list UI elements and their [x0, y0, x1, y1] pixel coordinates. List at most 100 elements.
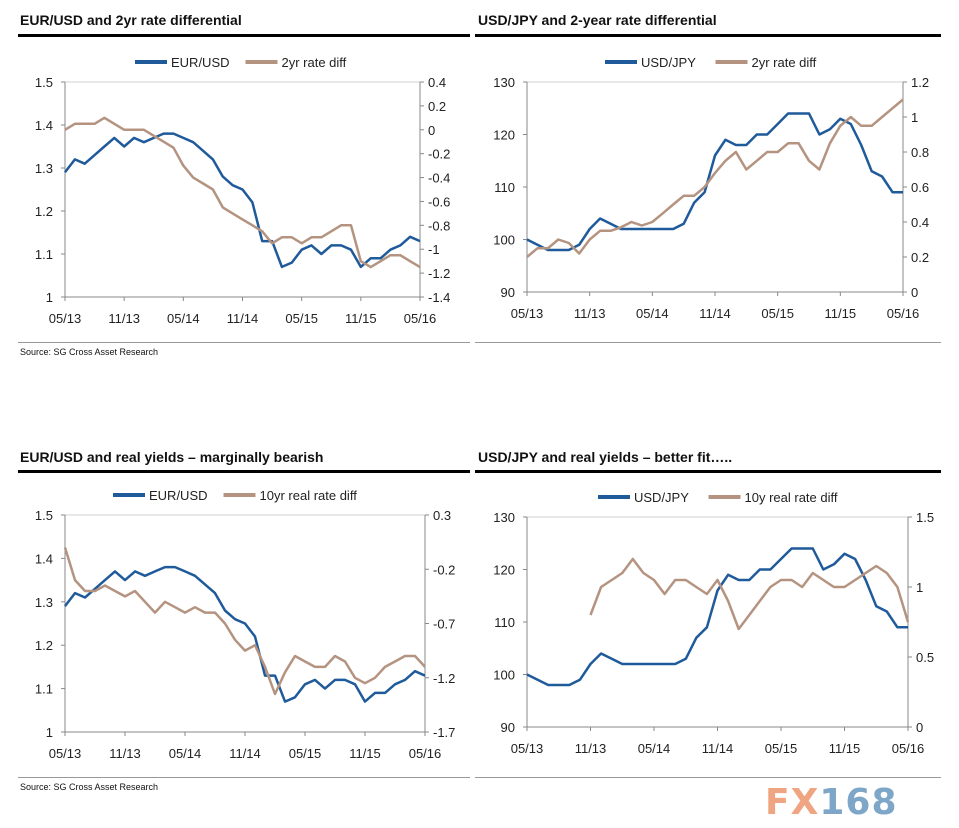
right-tick-label: -0.2 [428, 147, 450, 162]
left-tick-label: 130 [493, 510, 515, 525]
left-tick-label: 100 [493, 233, 515, 248]
divider-4 [475, 777, 941, 778]
right-tick-label: -0.8 [428, 218, 450, 233]
x-tick-label: 11/14 [699, 306, 731, 321]
right-tick-label: -0.2 [433, 562, 455, 577]
x-tick-label: 05/16 [404, 311, 437, 326]
left-tick-label: 1.5 [35, 75, 53, 90]
right-tick-label: -0.7 [433, 617, 455, 632]
title-rule-4 [475, 470, 941, 473]
title-rule-2 [475, 34, 941, 37]
right-tick-label: -1.7 [433, 725, 455, 740]
x-tick-label: 11/15 [349, 746, 381, 761]
chart-title-2: USD/JPY and 2-year rate differential [478, 12, 717, 28]
series-line-10y-real-rate-diff [589, 557, 910, 631]
chart-3: 05/13 11/13 05/14 11/14 05/15 11/15 05/16 1 1.1 1… [35, 488, 455, 761]
left-tick-label: 1.5 [35, 508, 53, 523]
legend-label: USD/JPY [641, 55, 696, 70]
legend-label: EUR/USD [171, 55, 230, 70]
right-tick-label: 0.6 [911, 180, 929, 195]
x-tick-label: 05/13 [49, 746, 82, 761]
plot-area [526, 81, 904, 293]
left-tick-label: 120 [493, 563, 515, 578]
x-tick-label: 05/15 [289, 746, 322, 761]
left-tick-label: 1.1 [35, 682, 53, 697]
x-tick-label: 11/14 [227, 311, 259, 326]
right-tick-label: 0.5 [916, 650, 934, 665]
divider-3 [18, 777, 470, 778]
chart-title-3: EUR/USD and real yields – marginally bea… [20, 449, 324, 465]
right-tick-label: -1.2 [428, 266, 450, 281]
x-tick-label: 05/14 [169, 746, 202, 761]
logo-168: 168 [819, 782, 898, 823]
x-tick-label: 11/13 [574, 306, 606, 321]
chart-title-1: EUR/USD and 2yr rate differential [20, 12, 242, 28]
series-line-10yr-real-rate-diff [63, 547, 426, 696]
left-tick-label: 1.2 [35, 204, 53, 219]
chart-4: 05/13 11/13 05/14 11/14 05/15 11/15 05/1690100… [493, 490, 934, 756]
series-line-usd-jpy [526, 547, 908, 687]
legend-label: 2yr rate diff [752, 55, 817, 70]
x-tick-label: 05/13 [511, 741, 544, 756]
series-line-usd-jpy [526, 112, 903, 252]
left-tick-label: 1 [46, 290, 53, 305]
left-tick-label: 90 [501, 720, 515, 735]
left-tick-label: 1.3 [35, 161, 53, 176]
right-tick-label: 0 [916, 720, 923, 735]
x-tick-label: 05/16 [892, 741, 925, 756]
right-tick-label: 1 [916, 580, 923, 595]
left-tick-label: 110 [494, 615, 515, 630]
right-tick-label: -0.4 [428, 171, 450, 186]
x-tick-label: 05/14 [167, 311, 200, 326]
x-tick-label: 11/15 [345, 311, 377, 326]
right-tick-label: 0.4 [428, 75, 446, 90]
x-tick-label: 05/13 [49, 311, 82, 326]
source-note-1: Source: SG Cross Asset Research [20, 347, 159, 357]
x-tick-label: 05/15 [285, 311, 318, 326]
legend-label: EUR/USD [149, 488, 208, 503]
right-tick-label: 0.2 [428, 99, 446, 114]
title-rule-1 [18, 34, 470, 37]
right-tick-label: -0.6 [428, 194, 450, 209]
left-tick-label: 1.2 [35, 638, 53, 653]
logo-fx: FX [765, 782, 820, 823]
left-tick-label: 90 [501, 285, 515, 300]
chart-2: 05/13 11/13 05/14 11/14 05/15 11/15 05/1690100… [493, 55, 929, 321]
right-tick-label: 0.2 [911, 250, 929, 265]
divider-2 [475, 342, 941, 343]
left-tick-label: 120 [493, 128, 515, 143]
left-tick-label: 130 [493, 75, 515, 90]
left-tick-label: 1.4 [35, 551, 53, 566]
fx168-logo: FX168 [765, 782, 898, 823]
x-tick-label: 05/16 [887, 306, 920, 321]
x-tick-label: 11/14 [229, 746, 261, 761]
x-tick-label: 11/13 [109, 746, 141, 761]
x-tick-label: 05/14 [638, 741, 671, 756]
series-line-2yr-rate-diff [526, 98, 904, 258]
right-tick-label: -1.4 [428, 290, 450, 305]
left-tick-label: 1 [46, 725, 53, 740]
right-tick-label: 0.8 [911, 145, 929, 160]
legend-label: 2yr rate diff [282, 55, 347, 70]
x-tick-label: 05/15 [765, 741, 798, 756]
right-tick-label: 0.3 [433, 508, 451, 523]
left-tick-label: 1.3 [35, 595, 53, 610]
right-tick-label: 0.4 [911, 215, 929, 230]
left-tick-label: 1.4 [35, 118, 53, 133]
right-tick-label: -1 [428, 242, 440, 257]
divider-1 [18, 342, 470, 343]
left-tick-label: 110 [494, 180, 515, 195]
legend-label: USD/JPY [634, 490, 689, 505]
x-tick-label: 05/16 [409, 746, 442, 761]
x-tick-label: 11/15 [825, 306, 857, 321]
series-line-eur-usd [64, 565, 426, 703]
x-tick-label: 05/13 [511, 306, 544, 321]
x-tick-label: 11/13 [108, 311, 140, 326]
title-rule-3 [18, 470, 470, 473]
right-tick-label: 1 [911, 110, 918, 125]
plot-area [526, 516, 909, 728]
right-tick-label: 1.5 [916, 510, 934, 525]
right-tick-label: -1.2 [433, 671, 455, 686]
left-tick-label: 100 [493, 668, 515, 683]
